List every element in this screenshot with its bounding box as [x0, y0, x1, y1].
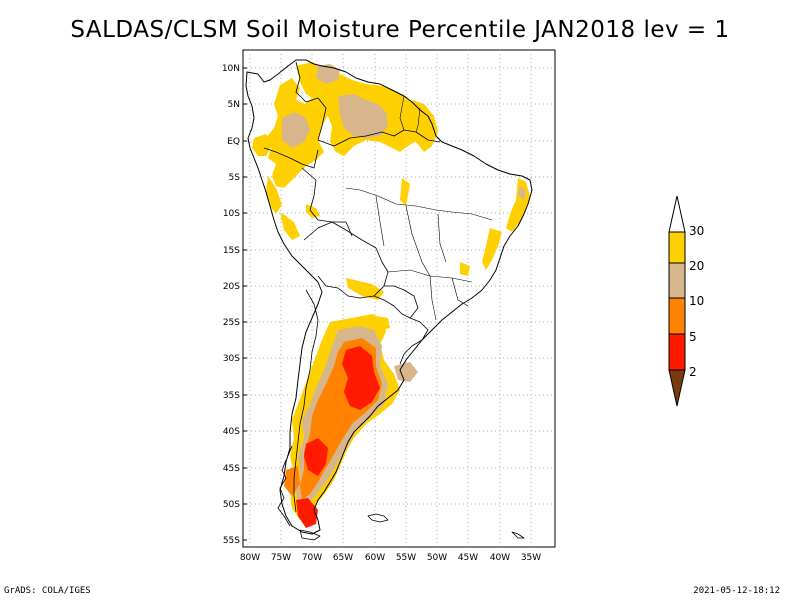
lat-label: 30S — [223, 354, 240, 364]
footer-timestamp: 2021-05-12-18:12 — [693, 586, 780, 596]
lat-label: 10N — [222, 64, 240, 74]
shade-tan-guiana — [338, 94, 388, 138]
shade-red-patagonia — [304, 438, 328, 476]
shade-yellow-guiana-coast — [412, 100, 438, 152]
lon-labels: 80W 75W 70W 65W 60W 55W 50W 45W 40W 35W — [240, 553, 541, 563]
coastline — [245, 59, 533, 541]
lat-label: 5N — [228, 100, 240, 110]
footer-credit: GrADS: COLA/IGES — [4, 586, 91, 596]
legend-label: 20 — [689, 259, 704, 273]
shade-yellow-southbrazil — [376, 316, 390, 330]
legend-top-arrow — [668, 195, 686, 233]
border-venezuela-brazil — [317, 129, 441, 147]
shade-yellow-brazil-north — [400, 178, 410, 206]
legend-bin-20 — [668, 262, 686, 299]
lat-label: 35S — [223, 391, 240, 401]
legend-label: 5 — [689, 330, 697, 344]
lat-ticks — [243, 67, 247, 541]
shade-red-south — [296, 498, 318, 528]
lat-label: 55S — [223, 536, 240, 546]
legend-bin-5 — [668, 333, 686, 371]
shade-tan-colombia — [282, 112, 310, 148]
border-brazil-argentina — [399, 317, 429, 365]
lat-label: 50S — [223, 500, 240, 510]
south-georgia — [511, 531, 525, 539]
shade-yellow-brazil-interior — [460, 262, 470, 276]
shade-red-pampas — [342, 346, 380, 410]
lat-label: 45S — [223, 464, 240, 474]
border-chile-argentina — [293, 289, 319, 513]
shade-yellow-brazil-east — [482, 228, 502, 270]
lat-labels: 10N 5N EQ 5S 10S 15S 20S 25S 30S 35S 40S… — [222, 64, 240, 546]
shade-yellow-peru-south — [280, 212, 300, 240]
south-america-outline — [245, 59, 533, 535]
lat-label: 20S — [223, 282, 240, 292]
border-guianas — [399, 95, 421, 133]
lat-label: 10S — [223, 209, 240, 219]
tierra-del-fuego — [299, 529, 321, 541]
shade-orange-chile — [284, 466, 300, 496]
legend-label: 30 — [689, 224, 704, 238]
border-peru-brazil — [301, 167, 353, 237]
lon-label: 70W — [302, 553, 322, 563]
shade-tan-uruguay — [394, 362, 418, 382]
legend-bin-10 — [668, 297, 686, 335]
map-title: SALDAS/CLSM Soil Moisture Percentile JAN… — [70, 17, 730, 43]
lon-label: 75W — [271, 553, 291, 563]
lon-label: 80W — [240, 553, 260, 563]
border-colombia-peru — [263, 147, 319, 169]
lon-label: 40W — [490, 553, 510, 563]
lon-label: 65W — [333, 553, 353, 563]
lat-label: 40S — [223, 427, 240, 437]
lat-label: 5S — [229, 173, 241, 183]
shade-tan-ne-coast — [518, 186, 526, 200]
shade-tan-venezuela-north — [316, 64, 340, 84]
legend-bin-30 — [668, 231, 686, 264]
border-paraguay — [373, 285, 419, 319]
lat-label: EQ — [227, 137, 240, 147]
legend-label: 10 — [689, 294, 704, 308]
lon-label: 55W — [396, 553, 416, 563]
lat-label: 25S — [223, 318, 240, 328]
border-colombia-venezuela — [295, 61, 327, 141]
lon-label: 45W — [458, 553, 478, 563]
lon-label: 60W — [365, 553, 385, 563]
lat-label: 15S — [223, 246, 240, 256]
legend-bottom-arrow — [668, 369, 686, 407]
lon-label: 35W — [521, 553, 541, 563]
shade-yellow-mato-grosso — [346, 278, 384, 300]
color-legend: 30 20 10 5 2 — [668, 195, 704, 407]
shade-yellow-ecuador — [252, 134, 272, 156]
percentile-shading — [252, 62, 530, 528]
chile-fjords — [277, 445, 293, 527]
border-brazil-interior — [345, 187, 493, 321]
lon-label: 50W — [427, 553, 447, 563]
shade-yellow-peru-mid — [306, 204, 320, 218]
falkland-islands — [367, 513, 389, 523]
legend-label: 2 — [689, 365, 697, 379]
